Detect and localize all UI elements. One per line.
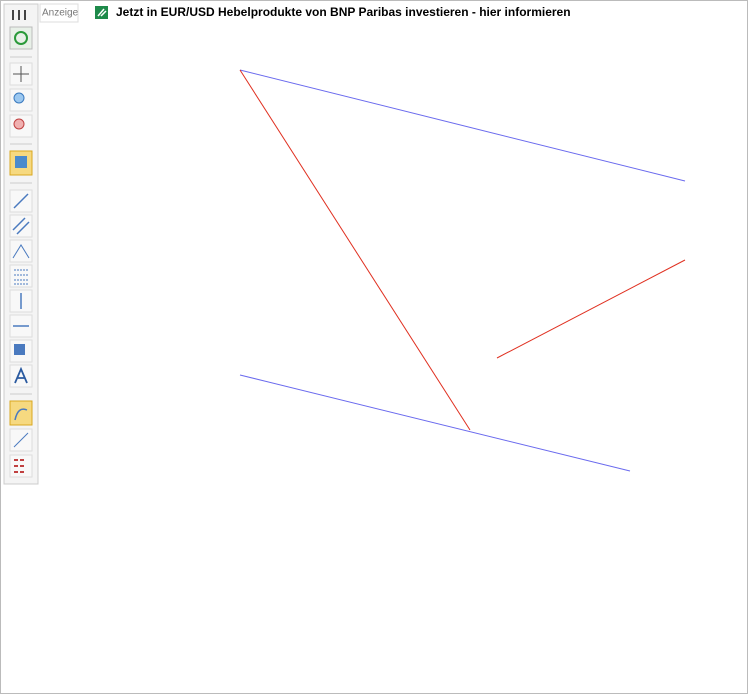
bnp-logo-mark xyxy=(97,8,107,17)
trend-line xyxy=(239,69,686,182)
trend-line xyxy=(239,69,471,431)
ad-label-box xyxy=(39,3,79,23)
tool-fan[interactable] xyxy=(9,239,33,263)
ad-link[interactable]: Jetzt in EUR/USD Hebelprodukte von BNP P… xyxy=(116,5,571,19)
trend-drawings xyxy=(239,69,686,472)
trend-line xyxy=(496,259,686,359)
tool-channel[interactable] xyxy=(9,214,33,238)
tool-refresh[interactable] xyxy=(9,26,33,50)
tool-select[interactable] xyxy=(9,400,33,426)
ad-label: Anzeige xyxy=(42,8,79,19)
toolbar xyxy=(3,3,39,485)
trend-line xyxy=(239,374,631,472)
